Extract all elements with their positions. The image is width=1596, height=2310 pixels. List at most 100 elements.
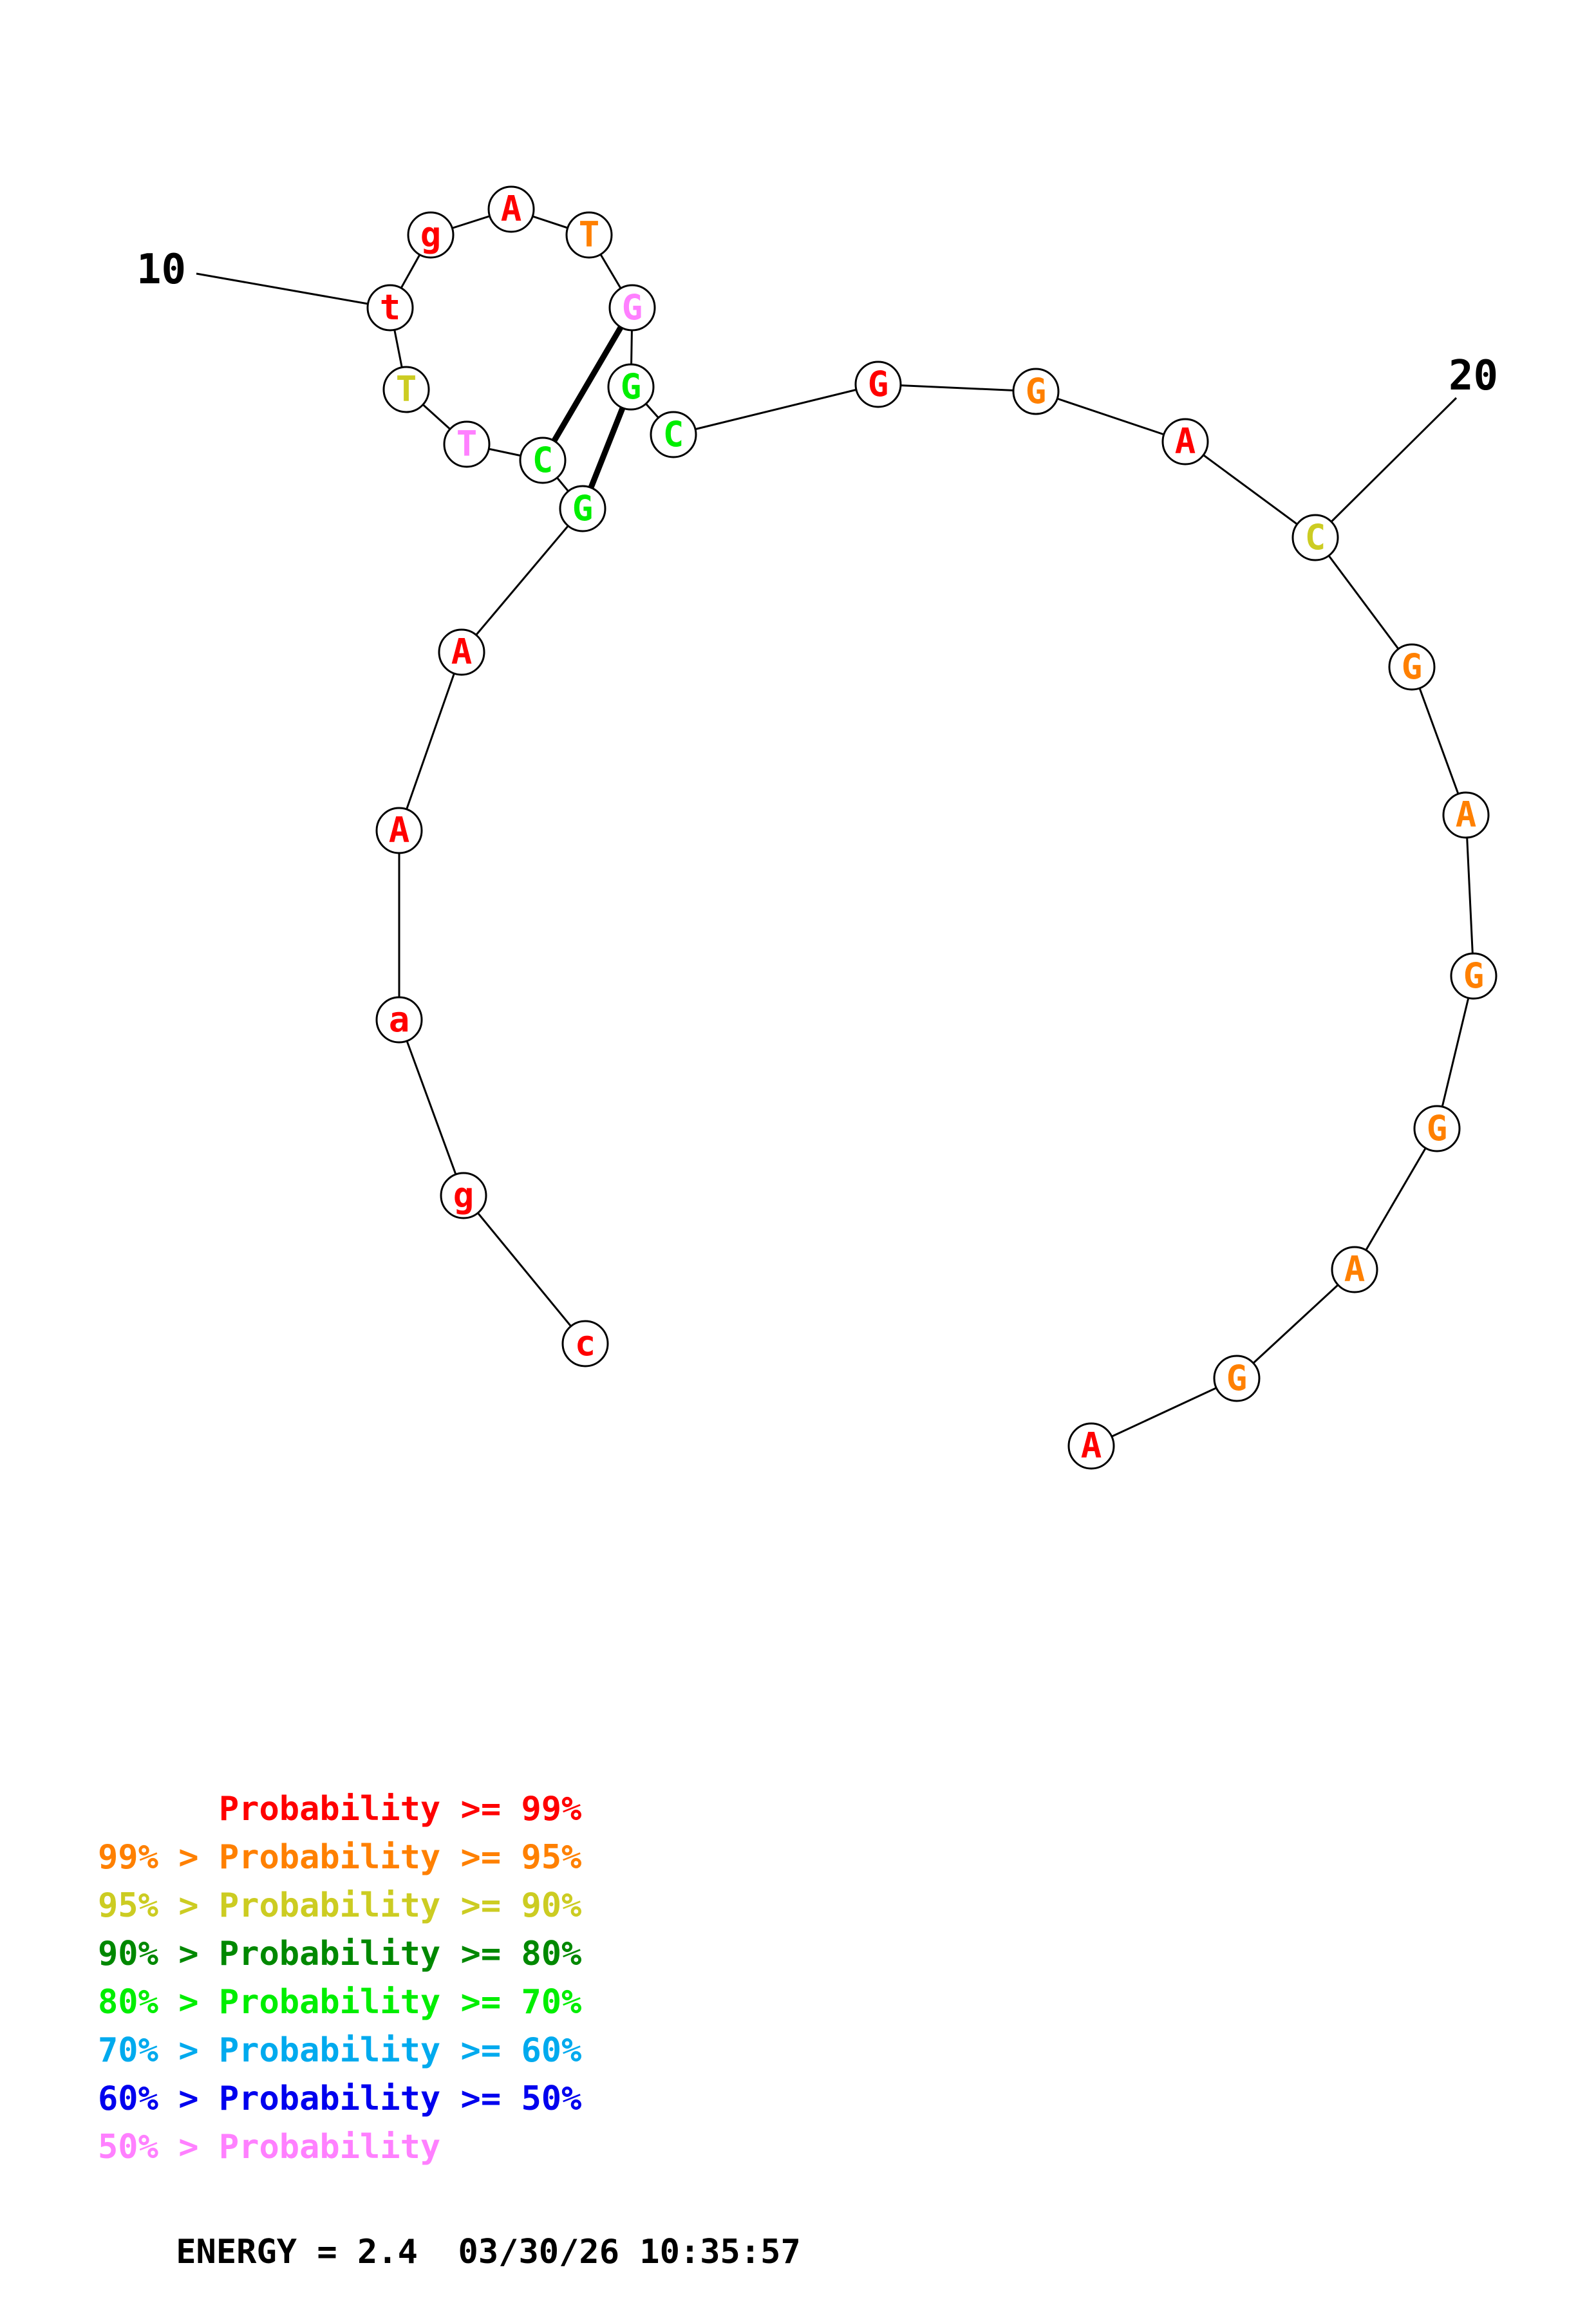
nucleotide-letter: A [1175,421,1196,462]
nucleotide-circle [1331,1246,1378,1293]
legend-prefix: 60% > [98,2080,219,2118]
nucleotide-circle [1450,952,1497,1000]
legend-prefix: 95% > [98,1886,219,1925]
nucleotide: A [1161,418,1209,465]
timestamp: 03/30/26 10:35:57 [458,2233,801,2271]
backbone-link [462,1195,587,1344]
backbone-link [398,1019,465,1196]
nucleotide-letter: G [1026,371,1047,411]
nucleotide-letter: G [622,287,643,328]
position-tick-line [1314,397,1458,539]
legend-text: Probability >= 90% [218,1886,582,1925]
nucleotide-circle [559,485,606,532]
nucleotide: a [375,996,423,1044]
legend-prefix: 99% > [98,1838,219,1877]
nucleotide: T [382,366,430,413]
nucleotide-circle [487,185,535,233]
nucleotide-circle [440,1172,487,1219]
nucleotide-letter: A [1344,1249,1366,1290]
nucleotide: t [366,284,414,332]
nucleotide-circle [1067,1422,1115,1470]
legend-entry: 90% > Probability >= 80% [98,1935,581,1973]
legend-text: Probability >= 60% [218,2031,582,2070]
backbone-link [1235,1268,1356,1380]
nucleotide-letter: G [1463,955,1485,996]
nucleotide-letter: T [579,214,600,255]
nucleotide-circle [1213,1355,1261,1402]
nucleotide: A [1067,1422,1115,1470]
nucleotide-letter: C [663,414,684,455]
legend-text: Probability [218,2128,441,2166]
legend-text: Probability >= 95% [218,1838,582,1877]
nucleotide-letter: g [453,1175,474,1216]
nucleotide-letter: g [420,214,442,255]
nucleotide-letter: A [389,810,410,850]
energy-line: ENERGY = 2.4 03/30/26 10:35:57 [95,2194,801,2310]
nucleotide-circle [1291,514,1339,561]
nucleotide-circle [366,284,414,332]
energy-value: ENERGY = 2.4 [176,2233,418,2271]
nucleotide: G [854,361,902,408]
legend-text: Probability >= 99% [218,1790,582,1828]
nucleotide-letter: G [572,488,594,529]
nucleotide: G [608,284,656,332]
nucleotide: g [407,211,455,259]
nucleotide: C [1291,514,1339,561]
nucleotide: G [1413,1105,1461,1152]
backbone-link [1353,1128,1438,1270]
backbone-link [673,383,879,436]
legend-entry: 95% > Probability >= 90% [98,1886,581,1925]
position-ticks: 10 20 [136,246,1498,539]
nucleotide-letter: G [1427,1108,1448,1149]
legend-entry: Probability >= 99% [98,1790,582,1828]
nucleotide-letter: G [868,364,889,404]
nucleotide-letter: A [451,632,473,672]
nucleotide: G [607,363,655,411]
legend-entry: 80% > Probability >= 70% [98,1983,581,2022]
nucleotide-letter: c [575,1323,596,1364]
legend-entry: 70% > Probability >= 60% [98,2031,581,2070]
backbone-link [1314,537,1413,668]
legend-prefix: 80% > [98,1983,219,2022]
legend-text: Probability >= 50% [218,2080,582,2118]
nucleotide: C [519,437,567,484]
base-pair-bonds [551,325,626,489]
legend-prefix: 90% > [98,1935,219,1973]
nucleotide-circle [1442,791,1490,839]
nucleotide: C [650,411,697,458]
nucleotide: G [559,485,606,532]
position-label: 10 [136,246,186,294]
nucleotide-circle [519,437,567,484]
legend-prefix [98,1790,219,1828]
nucleotide-letter: T [396,369,417,409]
nucleotide-circle [1161,418,1209,465]
nucleotide: g [440,1172,487,1219]
nucleotide: G [1012,368,1060,415]
position-tick-line [196,272,391,309]
backbone-links [389,208,1475,1447]
backbone-link [878,383,1037,393]
base-pair-bond [588,406,626,489]
nucleotide-letter: A [1456,794,1477,835]
nucleotide: c [561,1320,609,1367]
nucleotide-letter: A [1081,1425,1102,1466]
nucleotide-letter: C [1305,517,1326,558]
legend-text: Probability >= 80% [218,1935,582,1973]
nucleotide: G [1388,643,1436,691]
legend-prefix: 50% > [98,2128,219,2166]
nucleotide: G [1213,1355,1261,1402]
nucleotide-circle [854,361,902,408]
backbone-link [1436,975,1475,1129]
backbone-link [1411,666,1467,816]
backbone-link [398,652,463,831]
nucleotide-letter: t [380,287,401,328]
nucleotide-letter: G [1226,1358,1248,1398]
nucleotide-circle [561,1320,609,1367]
nucleotide: T [565,211,613,259]
backbone-link [1185,440,1316,539]
nucleotide-circle [1413,1105,1461,1152]
backbone-link [460,508,584,653]
legend-text: Probability >= 70% [218,1983,582,2022]
nucleotide: G [1450,952,1497,1000]
